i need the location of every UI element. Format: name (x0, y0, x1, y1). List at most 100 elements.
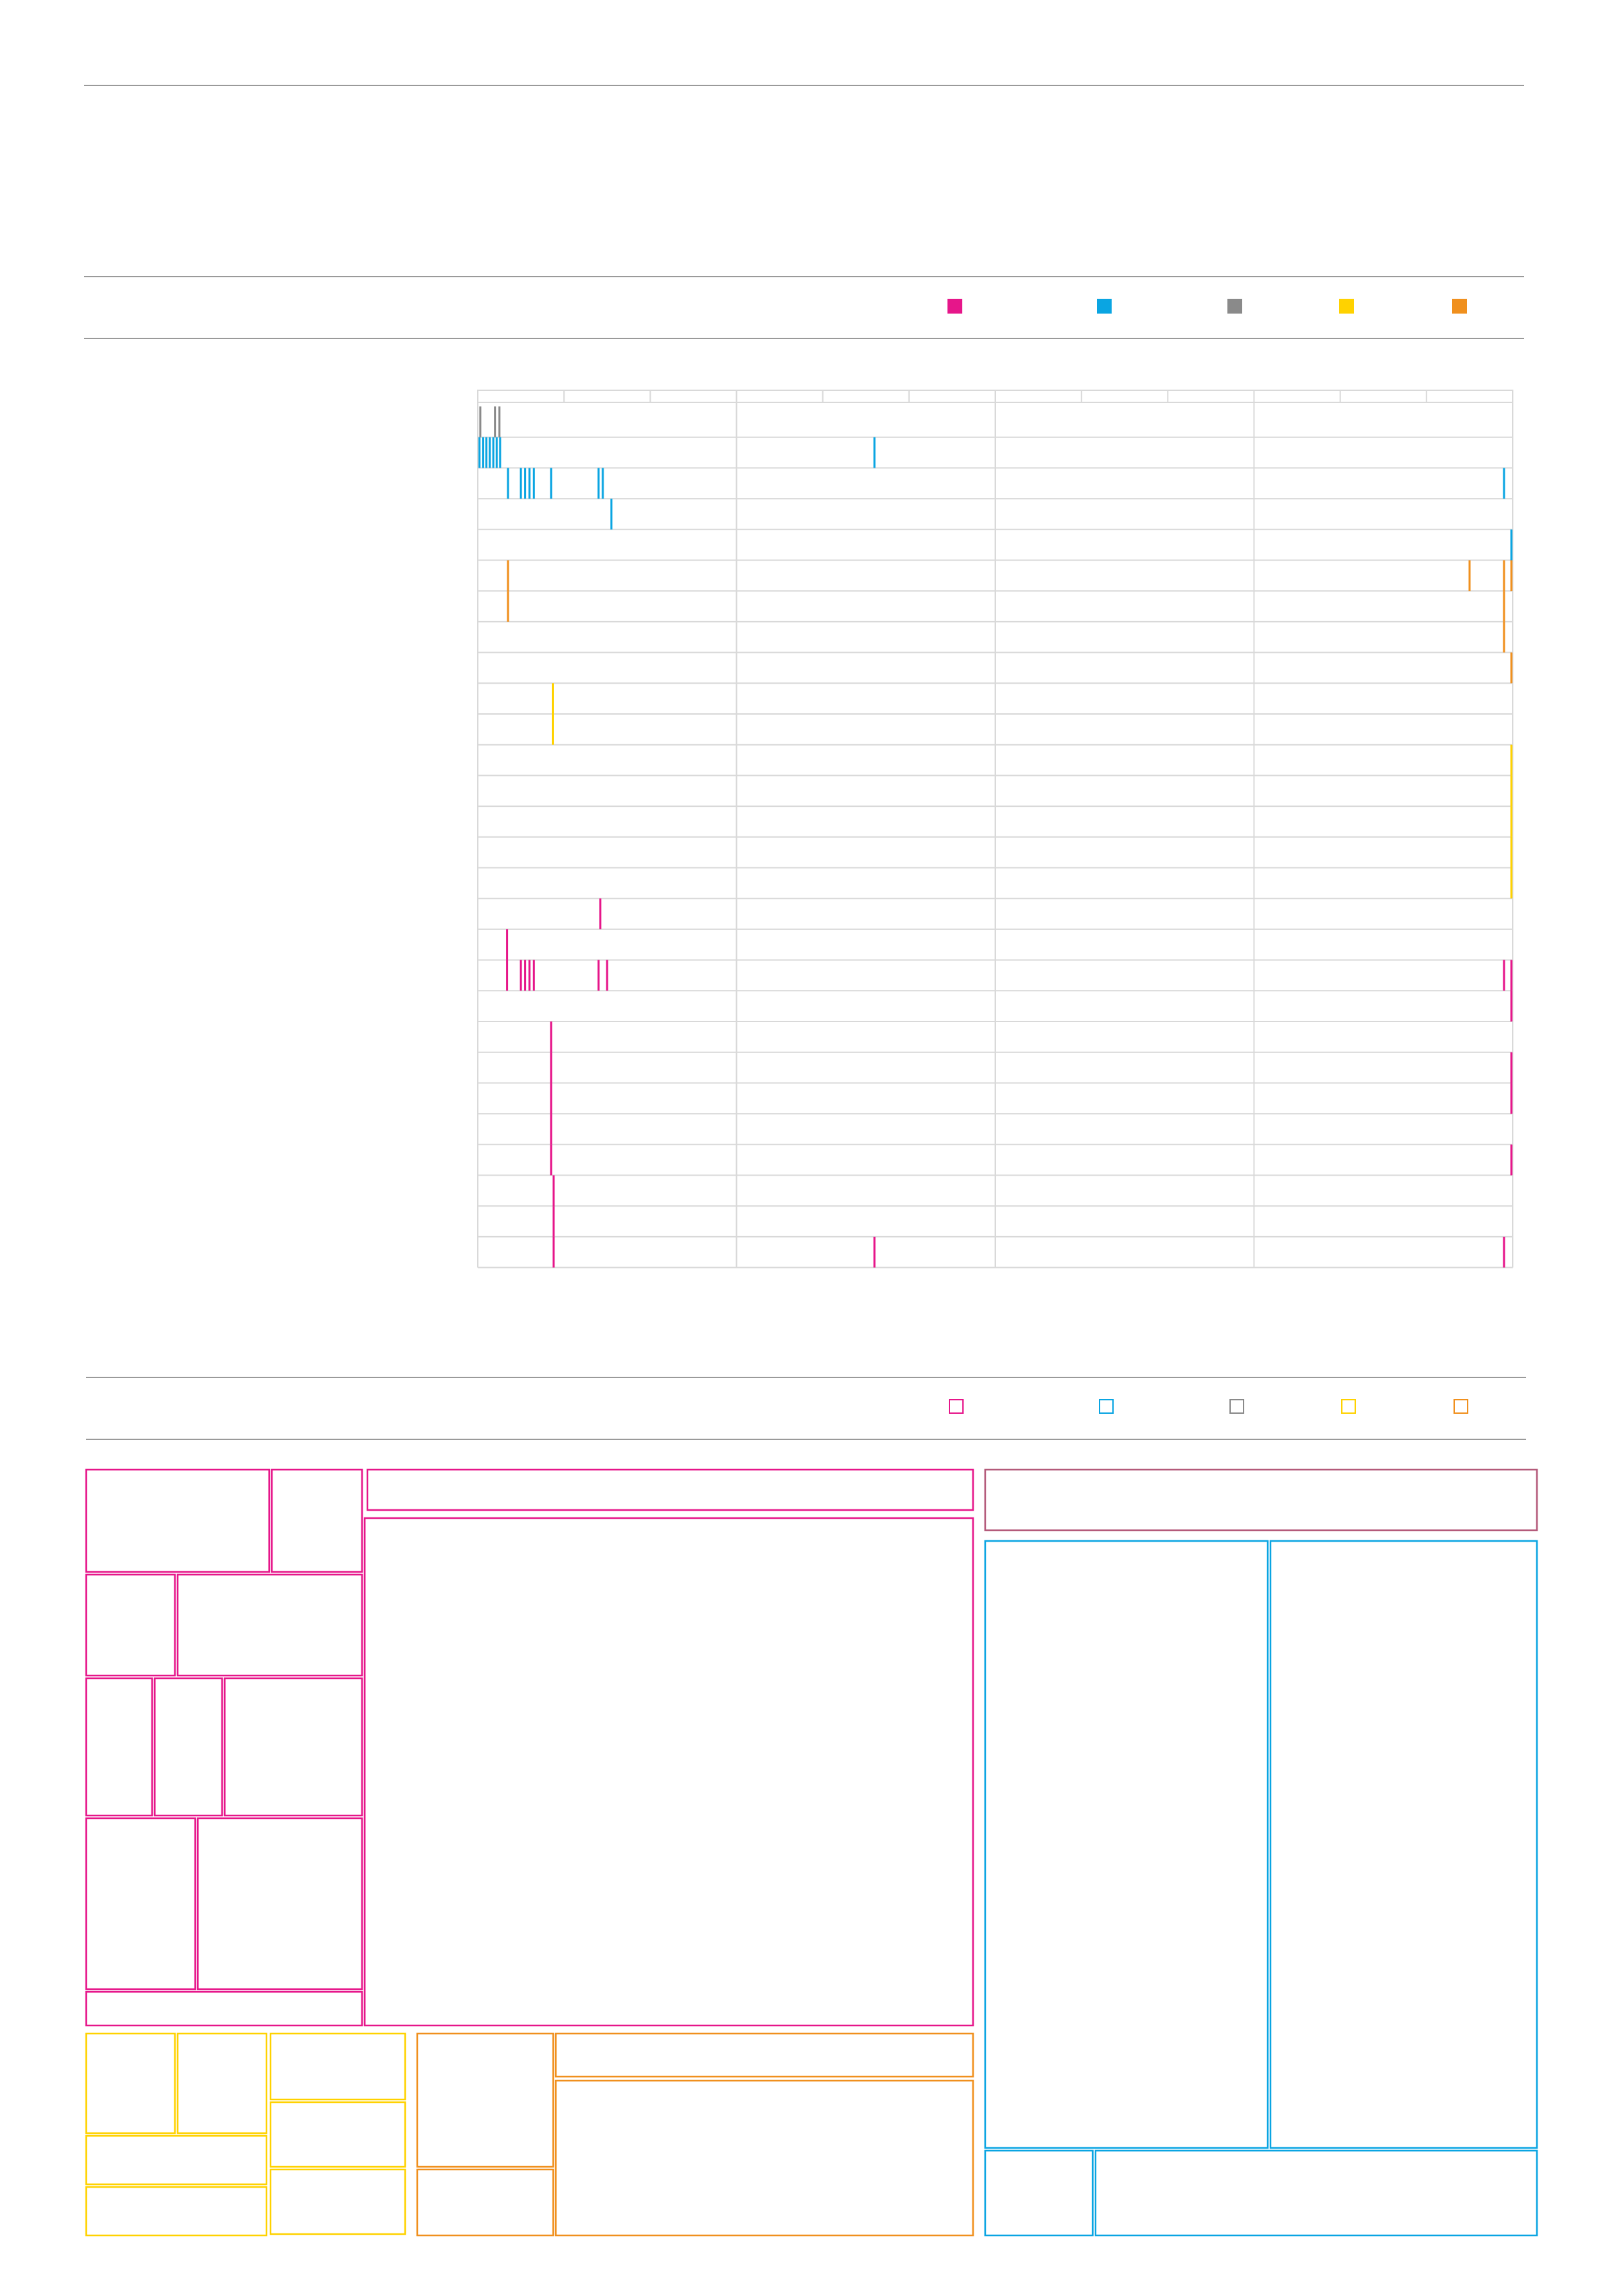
treemap-cell-magenta (85, 1817, 196, 1990)
event-mark-magenta (506, 960, 509, 991)
event-mark-magenta (599, 898, 602, 929)
event-mark-yellow (552, 683, 554, 714)
event-mark-magenta (873, 1236, 876, 1268)
treemap-cell-magenta (271, 1468, 363, 1573)
event-mark-magenta (606, 960, 608, 991)
event-mark-yellow (1510, 867, 1513, 899)
event-mark-blue (1510, 529, 1513, 561)
event-mark-orange (1503, 560, 1505, 591)
treemap-cell-magenta (153, 1677, 223, 1817)
event-mark-magenta (552, 1175, 555, 1207)
event-mark-magenta (1503, 960, 1505, 991)
event-mark-blue (602, 468, 604, 499)
event-mark-magenta (550, 1021, 552, 1052)
event-mark-orange (1468, 560, 1471, 591)
event-mark-yellow (1510, 836, 1513, 868)
event-mark-magenta (528, 960, 531, 991)
chart-header-rule-bottom (84, 338, 1524, 339)
event-mark-orange (507, 560, 509, 591)
event-mark-blue (492, 437, 495, 468)
event-mark-yellow (552, 714, 554, 745)
event-mark-blue (610, 499, 613, 530)
event-mark-magenta (1510, 1083, 1513, 1114)
event-mark-blue (499, 437, 501, 468)
event-mark-magenta (550, 1144, 552, 1176)
legend-outline-orange (1454, 1399, 1468, 1414)
event-mark-orange (1510, 560, 1513, 591)
treemap-cell-magenta (223, 1677, 363, 1817)
treemap-cell-yellow (269, 2032, 406, 2101)
legend-swatch-orange (1452, 299, 1467, 314)
legend-outline-blue (1099, 1399, 1114, 1414)
legend-swatch-magenta (947, 299, 962, 314)
event-mark-blue (550, 468, 552, 499)
event-mark-orange (1503, 621, 1505, 653)
event-mark-blue (495, 437, 498, 468)
event-mark-blue (1503, 468, 1505, 499)
chart-header-rule-top (84, 276, 1524, 277)
treemap-cell-magenta (196, 1817, 363, 1990)
treemap-header-rule-top (86, 1377, 1526, 1378)
event-mark-magenta (550, 1083, 552, 1114)
event-mark-magenta (519, 960, 522, 991)
treemap-cell-header (984, 1468, 1538, 1532)
event-mark-blue (507, 468, 509, 499)
legend-outline-yellow (1341, 1399, 1356, 1414)
event-mark-gray (494, 406, 497, 437)
event-mark-magenta (1510, 1144, 1513, 1176)
event-mark-blue (873, 437, 876, 468)
treemap-cell-blue (984, 2149, 1094, 2237)
treemap-cell-magenta (363, 1517, 974, 2027)
event-mark-magenta (552, 1236, 555, 1268)
legend-swatch-blue (1097, 299, 1112, 314)
treemap-cell-magenta (176, 1573, 363, 1677)
treemap-cell-magenta (366, 1468, 974, 1511)
event-mark-magenta (1510, 960, 1513, 991)
event-mark-blue (478, 437, 481, 468)
treemap-cell-blue (1269, 1540, 1538, 2149)
treemap-cell-yellow (269, 2101, 406, 2168)
treemap-cell-orange (416, 2168, 554, 2237)
event-mark-magenta (552, 1206, 555, 1237)
event-mark-yellow (1510, 775, 1513, 807)
event-mark-blue (532, 468, 535, 499)
event-mark-yellow (1510, 744, 1513, 776)
event-mark-magenta (1510, 991, 1513, 1021)
treemap-cell-orange (416, 2032, 554, 2168)
treemap-cell-yellow (269, 2168, 406, 2235)
treemap-cell-yellow (176, 2032, 268, 2134)
event-mark-magenta (1503, 1236, 1505, 1268)
treemap-cell-orange (554, 2032, 974, 2078)
legend-outline-gray (1229, 1399, 1244, 1414)
event-mark-blue (524, 468, 526, 499)
event-mark-blue (485, 437, 488, 468)
event-mark-blue (482, 437, 485, 468)
top-rule (84, 85, 1524, 86)
treemap-cell-magenta (85, 1573, 176, 1677)
event-mark-blue (597, 468, 600, 499)
treemap-header-rule-bottom (86, 1439, 1526, 1440)
event-mark-blue (528, 468, 531, 499)
event-mark-orange (1503, 591, 1505, 622)
treemap-cell-orange (554, 2079, 974, 2237)
treemap-cell-magenta (85, 1468, 271, 1573)
event-mark-magenta (506, 929, 509, 960)
treemap-cell-yellow (85, 2186, 268, 2237)
event-mark-magenta (1510, 1052, 1513, 1083)
event-mark-magenta (597, 960, 600, 991)
legend-swatch-gray (1227, 299, 1242, 314)
event-mark-blue (519, 468, 522, 499)
treemap-cell-magenta (85, 1990, 363, 2027)
event-mark-gray (479, 406, 482, 437)
legend-swatch-yellow (1339, 299, 1354, 314)
treemap-cell-magenta (85, 1677, 153, 1817)
treemap-cell-yellow (85, 2032, 176, 2134)
event-mark-blue (489, 437, 491, 468)
event-mark-orange (507, 591, 509, 622)
event-mark-orange (1510, 652, 1513, 684)
event-mark-magenta (550, 1114, 552, 1145)
event-mark-magenta (524, 960, 526, 991)
treemap-cell-yellow (85, 2134, 268, 2186)
